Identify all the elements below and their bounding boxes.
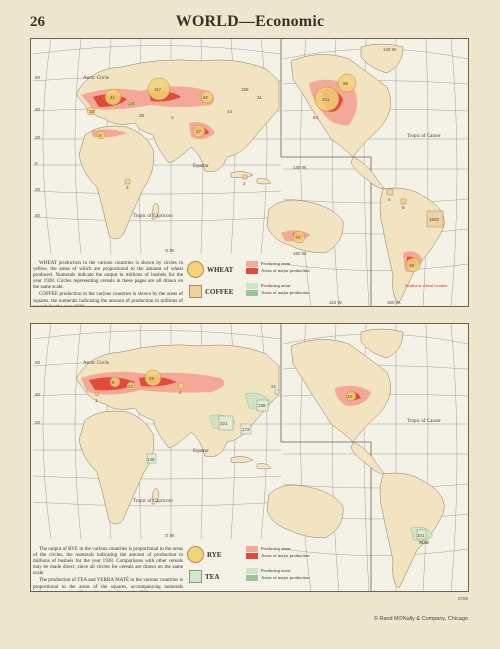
tea-square-icon bbox=[189, 570, 202, 583]
wheat-value: 36 bbox=[139, 113, 145, 118]
wheat-area-key: Producing areas Areas of major productio… bbox=[246, 261, 310, 275]
tropic-cancer-label: Tropic of Cancer bbox=[407, 134, 441, 139]
wheat-value: 73 bbox=[295, 235, 301, 240]
coffee-value: 6 bbox=[402, 205, 405, 210]
coffee-area-key: Producing areas Areas of major productio… bbox=[246, 283, 310, 297]
producing-area-swatch-icon bbox=[246, 546, 258, 552]
wheat-value: 31 bbox=[257, 95, 263, 100]
wheat-value: 241 bbox=[322, 97, 330, 102]
w110-label: 110 W. bbox=[329, 300, 343, 305]
wheat-text: WHEAT production in the various countrie… bbox=[33, 260, 183, 291]
rye-circle-icon bbox=[187, 546, 204, 563]
tropic-capricorn-label: Tropic of Capricorn bbox=[133, 214, 173, 219]
page-title: WORLD—Economic bbox=[175, 13, 325, 30]
tea-value: 321 bbox=[220, 421, 228, 426]
wheat-value: 84 bbox=[313, 115, 319, 120]
arctic-circle-label: Arctic Circle bbox=[83, 361, 110, 366]
major-area-swatch-icon bbox=[246, 553, 258, 559]
major-area-swatch-icon bbox=[246, 268, 258, 274]
wheat-value: 49 bbox=[409, 263, 415, 268]
tea-value: 146 bbox=[147, 457, 155, 462]
tea-value: 101 bbox=[417, 533, 425, 538]
w100-label: 100 W. bbox=[387, 300, 401, 305]
gw-label: G.W. bbox=[165, 533, 175, 538]
wheat-coffee-map: Arctic Circle Equator Tropic of Capricor… bbox=[30, 38, 469, 307]
wheat-coffee-description: WHEAT production in the various countrie… bbox=[33, 260, 183, 307]
producing-area-green-swatch-icon bbox=[246, 283, 258, 289]
lat60-label: 60 bbox=[35, 75, 41, 80]
rye-value: 24 bbox=[347, 394, 353, 399]
lat20s-label: 20 bbox=[35, 187, 41, 192]
tea-value: 189 bbox=[258, 403, 266, 408]
wheat-value: 27 bbox=[196, 129, 202, 134]
major-area-green-swatch-icon bbox=[246, 575, 258, 581]
tea-value: 21 bbox=[271, 384, 277, 389]
wheat-value: 3 bbox=[171, 115, 174, 120]
coffee-value: 3 bbox=[126, 185, 129, 190]
print-number: 6789 bbox=[457, 596, 468, 601]
tea-area-key: Producing areas Areas of major productio… bbox=[246, 568, 310, 582]
producing-area-green-swatch-icon bbox=[246, 568, 258, 574]
coffee-value: 2 bbox=[243, 181, 246, 186]
w150-label: 150 W. bbox=[293, 251, 307, 256]
rye-tea-description: The output of RYE in the various countri… bbox=[33, 546, 183, 591]
w120-label: 120 W. bbox=[383, 47, 397, 52]
rye-tea-map: Arctic Circle Equator Tropic of Capricor… bbox=[30, 323, 469, 592]
rye-value: 13 bbox=[128, 384, 134, 389]
rye-tea-map-svg: Arctic Circle Equator Tropic of Capricor… bbox=[31, 324, 468, 591]
rye-value: 8 bbox=[112, 380, 115, 385]
wheat-value: 44 bbox=[227, 109, 233, 114]
publisher-credit: © Rand M©Nally & Company, Chicago bbox=[373, 616, 468, 622]
tea-value: 173 bbox=[242, 427, 250, 432]
lat20-label: 20 bbox=[35, 420, 41, 425]
equator-label: Equator bbox=[193, 164, 209, 169]
equator-label: Equator bbox=[193, 449, 209, 454]
tropic-cancer-label: Tropic of Cancer bbox=[407, 419, 441, 424]
coffee-square-icon bbox=[189, 285, 202, 298]
lat40-label: 40 bbox=[35, 107, 41, 112]
rye-value: 32 bbox=[149, 376, 155, 381]
wheat-coffee-map-svg: Arctic Circle Equator Tropic of Capricor… bbox=[31, 39, 468, 306]
coffee-value: 4 bbox=[388, 197, 391, 202]
rye-legend: RYE bbox=[187, 546, 222, 563]
wheat-value: 198 bbox=[241, 87, 249, 92]
lat0-label: 0 bbox=[35, 161, 38, 166]
producing-area-swatch-icon bbox=[246, 261, 258, 267]
southern-wheat-frontier-label: Southern wheat frontier bbox=[405, 283, 448, 288]
wheat-value: 8 bbox=[99, 133, 102, 138]
rye-area-key: Producing areas Areas of major productio… bbox=[246, 546, 310, 560]
wheat-value: 10 bbox=[89, 109, 95, 114]
lat60-label: 60 bbox=[35, 360, 41, 365]
coffee-value: 1600 bbox=[429, 217, 440, 222]
tea-text: The production of TEA and YERBA MATÉ in … bbox=[33, 577, 183, 591]
page-number: 26 bbox=[30, 14, 45, 30]
wheat-circle-icon bbox=[187, 261, 204, 278]
gw-label: G.W. bbox=[165, 248, 175, 253]
wheat-value: 25 bbox=[129, 101, 135, 106]
rye-value: 4 bbox=[179, 390, 182, 395]
rye-value: 1 bbox=[95, 398, 98, 403]
w130-label: 130 W. bbox=[293, 165, 307, 170]
coffee-legend: COFFEE bbox=[189, 285, 233, 298]
arctic-circle-label: Arctic Circle bbox=[83, 76, 110, 81]
coffee-text: COFFEE production in the various countri… bbox=[33, 291, 183, 307]
rye-text: The output of RYE in the various countri… bbox=[33, 546, 183, 577]
tea-legend: TEA bbox=[189, 570, 219, 583]
mate-label: Maté bbox=[419, 541, 430, 546]
lat40-label: 40 bbox=[35, 392, 41, 397]
lat40s-label: 40 bbox=[35, 213, 41, 218]
wheat-value: 41 bbox=[110, 95, 116, 100]
wheat-value: 82 bbox=[203, 95, 209, 100]
wheat-value: 98 bbox=[343, 81, 349, 86]
tropic-capricorn-label: Tropic of Capricorn bbox=[133, 499, 173, 504]
wheat-legend: WHEAT bbox=[187, 261, 233, 278]
wheat-value: 117 bbox=[154, 87, 162, 92]
lat20-label: 20 bbox=[35, 135, 41, 140]
major-area-green-swatch-icon bbox=[246, 290, 258, 296]
